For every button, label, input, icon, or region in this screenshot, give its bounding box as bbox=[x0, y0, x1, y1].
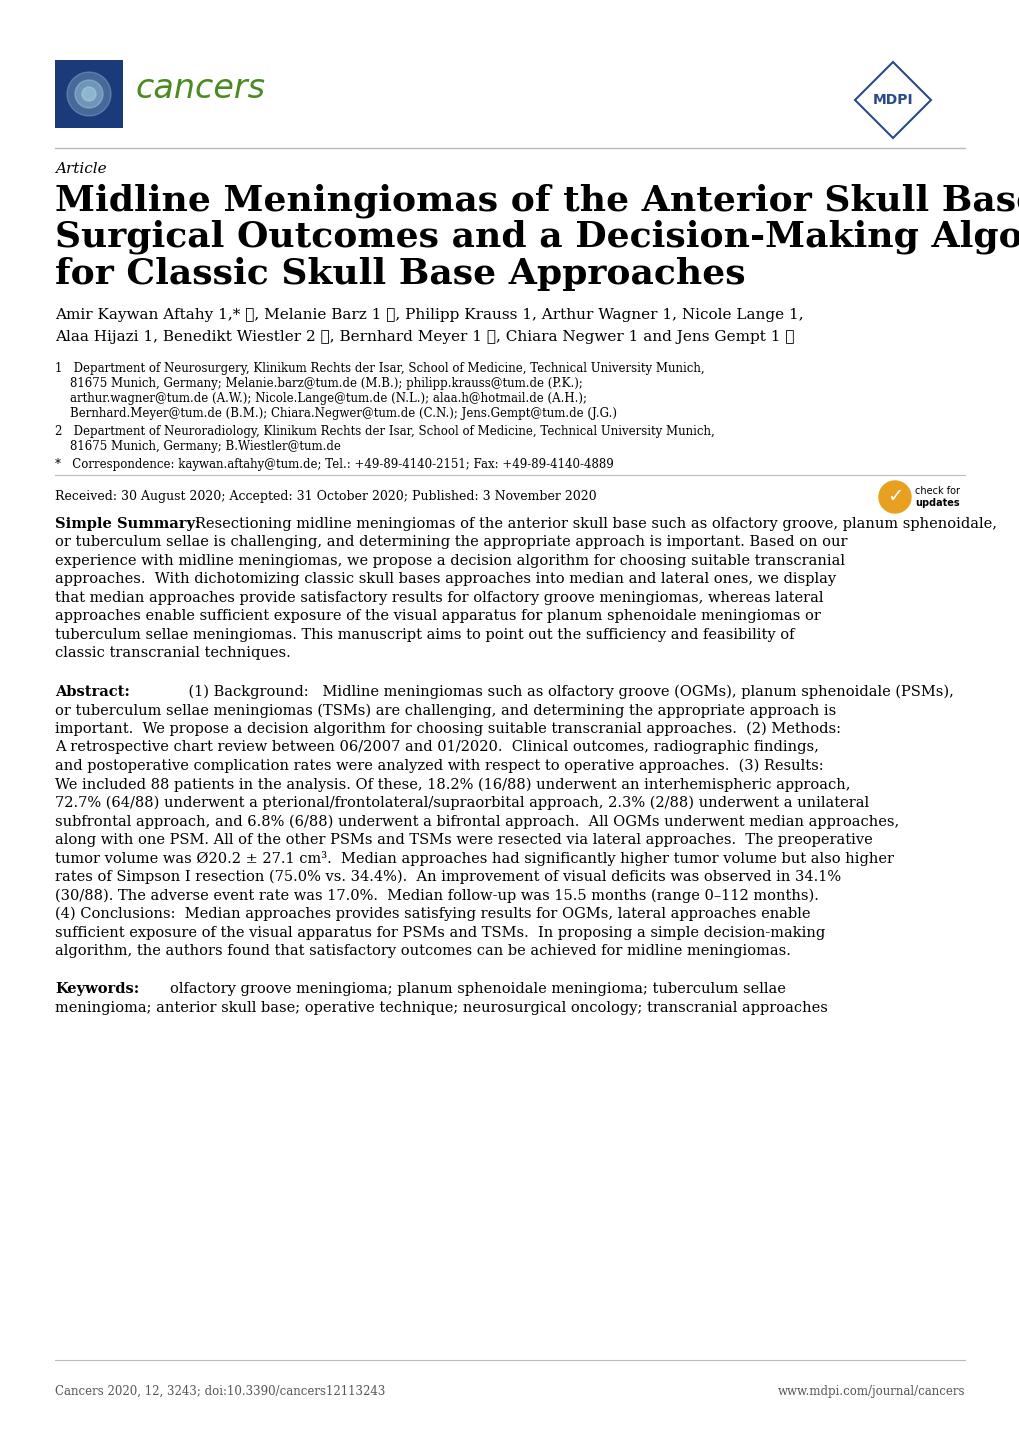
Text: MDPI: MDPI bbox=[872, 92, 912, 107]
Text: meningioma; anterior skull base; operative technique; neurosurgical oncology; tr: meningioma; anterior skull base; operati… bbox=[55, 1001, 827, 1015]
Text: Amir Kaywan Aftahy 1,* ⓘ, Melanie Barz 1 ⓘ, Philipp Krauss 1, Arthur Wagner 1, N: Amir Kaywan Aftahy 1,* ⓘ, Melanie Barz 1… bbox=[55, 309, 803, 322]
Text: Resectioning midline meningiomas of the anterior skull base such as olfactory gr: Resectioning midline meningiomas of the … bbox=[195, 518, 996, 531]
Text: for Classic Skull Base Approaches: for Classic Skull Base Approaches bbox=[55, 257, 745, 291]
Text: A retrospective chart review between 06/2007 and 01/2020.  Clinical outcomes, ra: A retrospective chart review between 06/… bbox=[55, 741, 818, 754]
Text: check for: check for bbox=[914, 486, 959, 496]
Text: sufficient exposure of the visual apparatus for PSMs and TSMs.  In proposing a s: sufficient exposure of the visual appara… bbox=[55, 926, 824, 940]
Text: Alaa Hijazi 1, Benedikt Wiestler 2 ⓘ, Bernhard Meyer 1 ⓘ, Chiara Negwer 1 and Je: Alaa Hijazi 1, Benedikt Wiestler 2 ⓘ, Be… bbox=[55, 330, 794, 345]
Text: or tuberculum sellae is challenging, and determining the appropriate approach is: or tuberculum sellae is challenging, and… bbox=[55, 535, 847, 549]
Text: Bernhard.Meyer@tum.de (B.M.); Chiara.Negwer@tum.de (C.N.); Jens.Gempt@tum.de (J.: Bernhard.Meyer@tum.de (B.M.); Chiara.Neg… bbox=[55, 407, 616, 420]
Text: olfactory groove meningioma; planum sphenoidale meningioma; tuberculum sellae: olfactory groove meningioma; planum sphe… bbox=[170, 982, 785, 996]
Text: that median approaches provide satisfactory results for olfactory groove meningi: that median approaches provide satisfact… bbox=[55, 591, 822, 606]
Text: experience with midline meningiomas, we propose a decision algorithm for choosin: experience with midline meningiomas, we … bbox=[55, 554, 844, 568]
Text: approaches enable sufficient exposure of the visual apparatus for planum sphenoi: approaches enable sufficient exposure of… bbox=[55, 610, 820, 623]
Circle shape bbox=[878, 482, 910, 513]
Text: or tuberculum sellae meningiomas (TSMs) are challenging, and determining the app: or tuberculum sellae meningiomas (TSMs) … bbox=[55, 704, 836, 718]
Circle shape bbox=[75, 79, 103, 108]
Text: Surgical Outcomes and a Decision-Making Algorithm: Surgical Outcomes and a Decision-Making … bbox=[55, 221, 1019, 254]
Text: updates: updates bbox=[914, 497, 959, 508]
Text: ✓: ✓ bbox=[886, 487, 902, 506]
Text: and postoperative complication rates were analyzed with respect to operative app: and postoperative complication rates wer… bbox=[55, 758, 822, 773]
Text: tumor volume was Ø20.2 ± 27.1 cm³.  Median approaches had significantly higher t: tumor volume was Ø20.2 ± 27.1 cm³. Media… bbox=[55, 851, 893, 867]
Text: classic transcranial techniques.: classic transcranial techniques. bbox=[55, 646, 290, 660]
Text: (4) Conclusions:  Median approaches provides satisfying results for OGMs, latera: (4) Conclusions: Median approaches provi… bbox=[55, 907, 810, 921]
Text: Midline Meningiomas of the Anterior Skull Base:: Midline Meningiomas of the Anterior Skul… bbox=[55, 183, 1019, 218]
Text: along with one PSM. All of the other PSMs and TSMs were resected via lateral app: along with one PSM. All of the other PSM… bbox=[55, 833, 872, 846]
Text: (30/88). The adverse event rate was 17.0%.  Median follow-up was 15.5 months (ra: (30/88). The adverse event rate was 17.0… bbox=[55, 888, 818, 903]
Text: 81675 Munich, Germany; B.Wiestler@tum.de: 81675 Munich, Germany; B.Wiestler@tum.de bbox=[55, 440, 340, 453]
Text: 1   Department of Neurosurgery, Klinikum Rechts der Isar, School of Medicine, Te: 1 Department of Neurosurgery, Klinikum R… bbox=[55, 362, 704, 375]
Text: Abstract:: Abstract: bbox=[55, 685, 129, 699]
Text: 2   Department of Neuroradiology, Klinikum Rechts der Isar, School of Medicine, : 2 Department of Neuroradiology, Klinikum… bbox=[55, 425, 714, 438]
Text: Article: Article bbox=[55, 162, 107, 176]
Text: Keywords:: Keywords: bbox=[55, 982, 140, 996]
Text: subfrontal approach, and 6.8% (6/88) underwent a bifrontal approach.  All OGMs u: subfrontal approach, and 6.8% (6/88) und… bbox=[55, 815, 899, 829]
Text: Cancers 2020, 12, 3243; doi:10.3390/cancers12113243: Cancers 2020, 12, 3243; doi:10.3390/canc… bbox=[55, 1384, 385, 1397]
Polygon shape bbox=[854, 62, 930, 138]
Text: *   Correspondence: kaywan.aftahy@tum.de; Tel.: +49-89-4140-2151; Fax: +49-89-41: * Correspondence: kaywan.aftahy@tum.de; … bbox=[55, 459, 613, 472]
Text: rates of Simpson I resection (75.0% vs. 34.4%).  An improvement of visual defici: rates of Simpson I resection (75.0% vs. … bbox=[55, 870, 841, 884]
Text: (1) Background:   Midline meningiomas such as olfactory groove (OGMs), planum sp: (1) Background: Midline meningiomas such… bbox=[170, 685, 953, 699]
Text: algorithm, the authors found that satisfactory outcomes can be achieved for midl: algorithm, the authors found that satisf… bbox=[55, 945, 790, 957]
Text: Simple Summary:: Simple Summary: bbox=[55, 518, 201, 531]
FancyBboxPatch shape bbox=[55, 61, 123, 128]
Circle shape bbox=[82, 87, 96, 101]
Text: approaches.  With dichotomizing classic skull bases approaches into median and l: approaches. With dichotomizing classic s… bbox=[55, 572, 836, 587]
Text: arthur.wagner@tum.de (A.W.); Nicole.Lange@tum.de (N.L.); alaa.h@hotmail.de (A.H.: arthur.wagner@tum.de (A.W.); Nicole.Lang… bbox=[55, 392, 586, 405]
Text: 81675 Munich, Germany; Melanie.barz@tum.de (M.B.); philipp.krauss@tum.de (P.K.);: 81675 Munich, Germany; Melanie.barz@tum.… bbox=[55, 376, 582, 389]
Text: www.mdpi.com/journal/cancers: www.mdpi.com/journal/cancers bbox=[776, 1384, 964, 1397]
Text: important.  We propose a decision algorithm for choosing suitable transcranial a: important. We propose a decision algorit… bbox=[55, 722, 841, 737]
Text: We included 88 patients in the analysis. Of these, 18.2% (16/88) underwent an in: We included 88 patients in the analysis.… bbox=[55, 777, 850, 792]
Text: cancers: cancers bbox=[135, 72, 265, 104]
Text: tuberculum sellae meningiomas. This manuscript aims to point out the sufficiency: tuberculum sellae meningiomas. This manu… bbox=[55, 629, 794, 642]
Circle shape bbox=[67, 72, 111, 115]
Text: Received: 30 August 2020; Accepted: 31 October 2020; Published: 3 November 2020: Received: 30 August 2020; Accepted: 31 O… bbox=[55, 490, 596, 503]
Text: 72.7% (64/88) underwent a pterional/frontolateral/supraorbital approach, 2.3% (2: 72.7% (64/88) underwent a pterional/fron… bbox=[55, 796, 868, 810]
